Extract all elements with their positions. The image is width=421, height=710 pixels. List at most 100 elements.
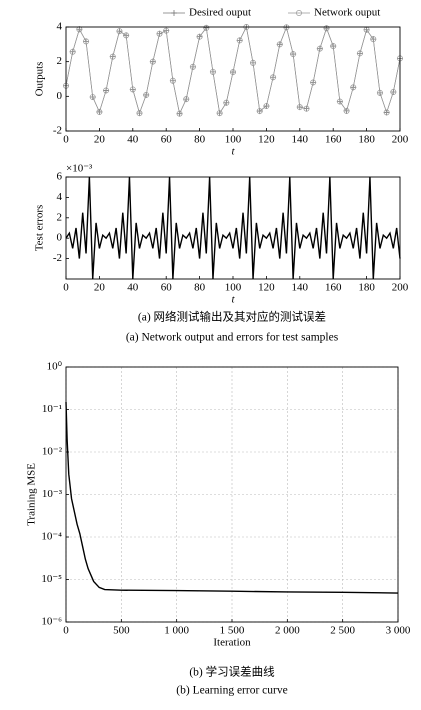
marker [196,33,203,40]
plot-frame [65,366,399,623]
marker [310,79,317,86]
marker [203,24,210,31]
x-tick-label: 1 500 [220,625,245,637]
y-multiplier: ×10⁻³ [66,163,93,175]
marker [149,58,156,65]
y-tick-label: -2 [53,125,62,137]
x-tick-label: 180 [358,134,375,146]
caption: (a) 网络测试输出及其对应的测试误差 [138,310,326,324]
x-tick-label: 60 [161,134,173,146]
y-tick-label: -2 [53,252,62,264]
marker [109,53,116,60]
marker [356,50,363,57]
x-axis-label: Iteration [213,637,251,649]
marker [296,104,303,111]
y-tick-label: 10⁻³ [42,488,63,500]
marker [290,51,297,57]
marker [303,105,310,112]
marker [263,103,270,109]
x-tick-label: 100 [225,134,242,146]
marker [230,69,236,76]
marker [276,41,283,48]
x-tick-label: 3 000 [386,625,411,637]
x-tick-label: 140 [292,282,309,294]
x-tick-label: 500 [113,625,130,637]
marker [316,45,323,52]
x-tick-label: 120 [258,282,275,294]
x-tick-label: 140 [292,134,309,146]
marker [103,87,110,94]
marker [270,74,277,81]
marker [256,108,263,115]
x-tick-label: 40 [127,282,139,294]
marker [383,109,390,116]
marker [216,110,223,117]
marker [156,30,163,37]
y-tick-label: 10⁻¹ [42,403,62,415]
x-tick-label: 100 [225,282,242,294]
legend-marker [171,10,177,16]
y-tick-label: 0 [57,90,63,102]
plot-frame [65,26,401,132]
x-tick-label: 200 [392,282,409,294]
x-tick-label: 40 [127,134,139,146]
x-tick-label: 0 [63,625,69,637]
marker [236,37,243,44]
x-tick-label: 80 [194,134,206,146]
marker [69,48,76,55]
marker [189,63,196,70]
plot-frame [65,176,401,280]
x-tick-label: 20 [94,282,106,294]
marker [323,25,330,32]
y-tick-label: 4 [57,21,63,33]
y-axis-label: Training MSE [26,463,38,526]
marker [129,86,136,93]
y-tick-label: 10⁻⁵ [41,573,62,585]
marker [210,68,216,75]
x-tick-label: 120 [258,134,275,146]
caption: (a) Network output and errors for test s… [126,332,339,344]
marker [136,110,143,117]
y-axis-label: Test errors [34,205,46,252]
x-tick-label: 2 000 [275,625,300,637]
marker [336,98,343,105]
x-axis-label: t [231,294,235,306]
x-tick-label: 60 [161,282,173,294]
marker [183,96,190,103]
series-line [65,401,399,594]
y-tick-label: 10⁻² [42,446,63,458]
x-tick-label: 0 [63,282,69,294]
y-tick-label: 10⁻⁴ [41,531,62,543]
legend-label: Network ouput [314,7,380,19]
x-tick-label: 0 [63,134,69,146]
legend-label: Desired ouput [189,7,251,19]
marker [163,27,170,34]
x-tick-label: 200 [392,134,409,146]
marker [89,94,96,100]
y-tick-label: 10⁰ [47,361,63,373]
y-tick-label: 0 [57,232,63,244]
legend-marker [296,10,302,16]
caption: (b) Learning error curve [176,685,287,697]
marker [250,59,256,66]
series-line [65,176,401,280]
marker [390,89,397,95]
x-tick-label: 160 [325,134,342,146]
marker [330,43,337,50]
x-axis-label: t [231,146,235,158]
marker [176,110,183,117]
marker [343,107,350,114]
marker [96,108,103,115]
y-tick-label: 2 [57,211,63,223]
caption: (b) 学习误差曲线 [189,665,275,679]
y-tick-label: 10⁻⁶ [41,616,62,628]
marker [350,84,357,91]
marker [370,36,377,43]
x-tick-label: 160 [325,282,342,294]
marker [143,91,150,98]
x-tick-label: 180 [358,282,375,294]
y-tick-label: 4 [57,191,63,203]
marker [169,77,176,84]
marker [123,32,130,39]
